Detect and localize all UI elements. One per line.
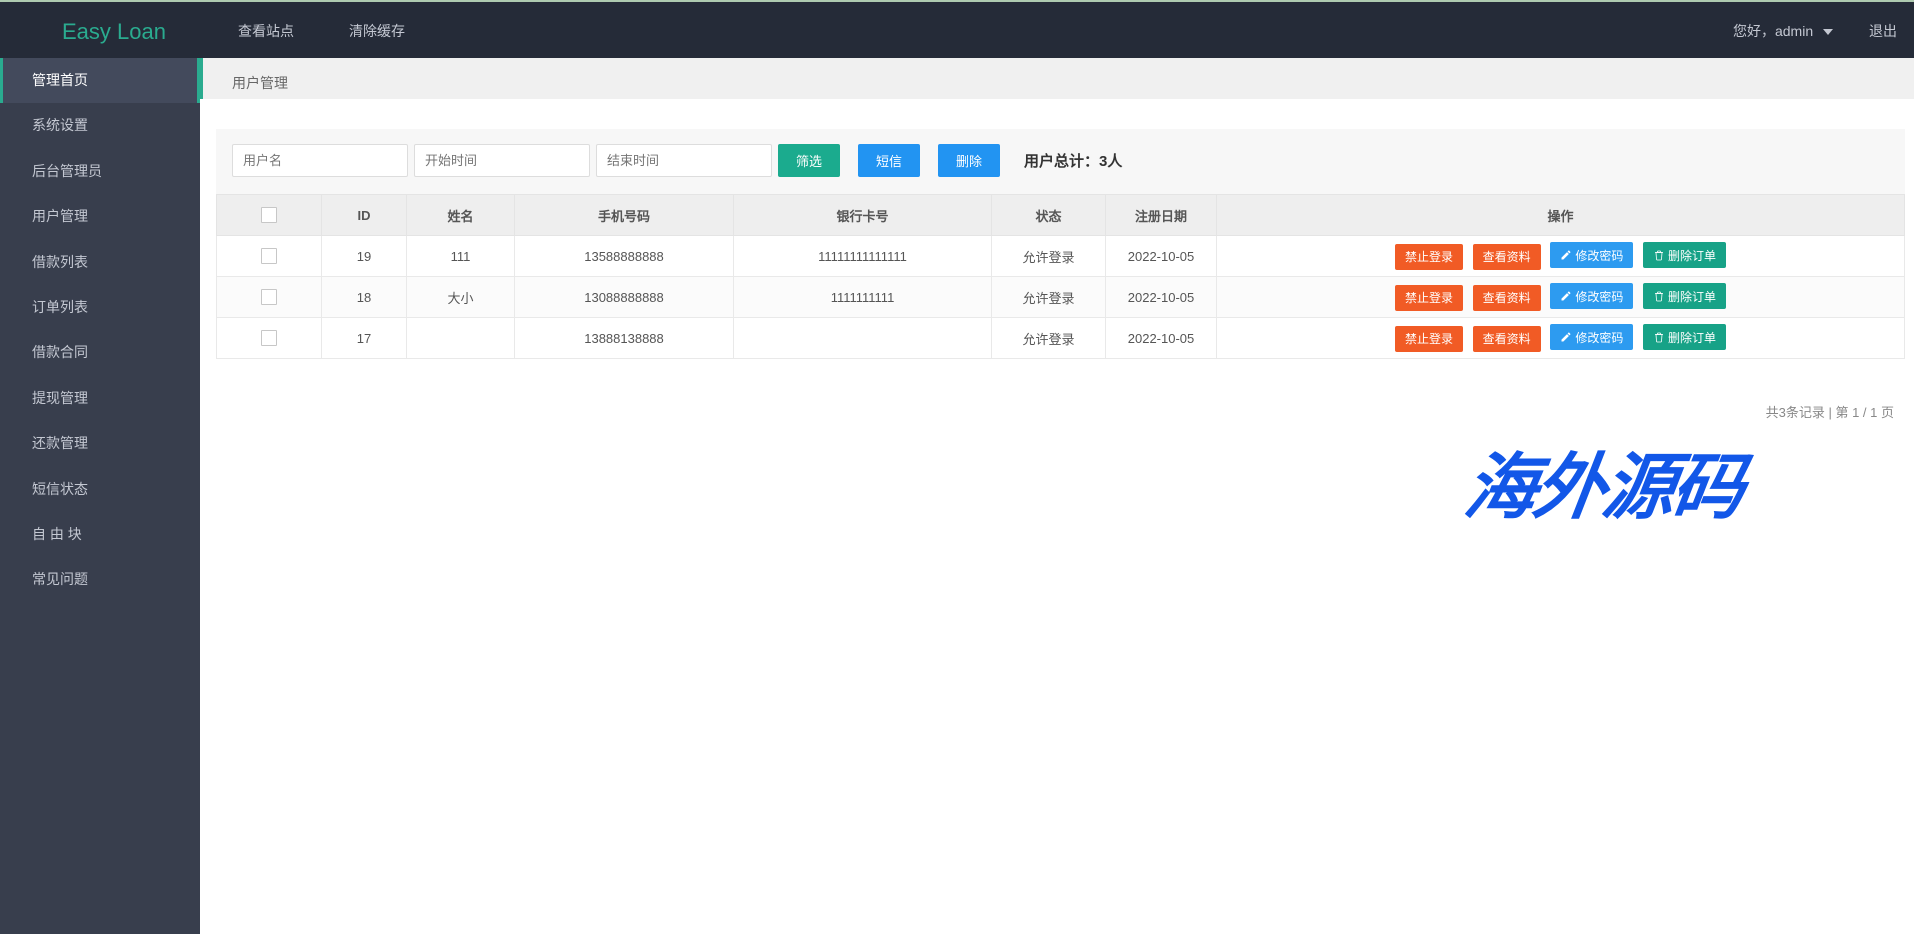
svg-text:海外源码: 海外源码 <box>1460 448 1756 528</box>
